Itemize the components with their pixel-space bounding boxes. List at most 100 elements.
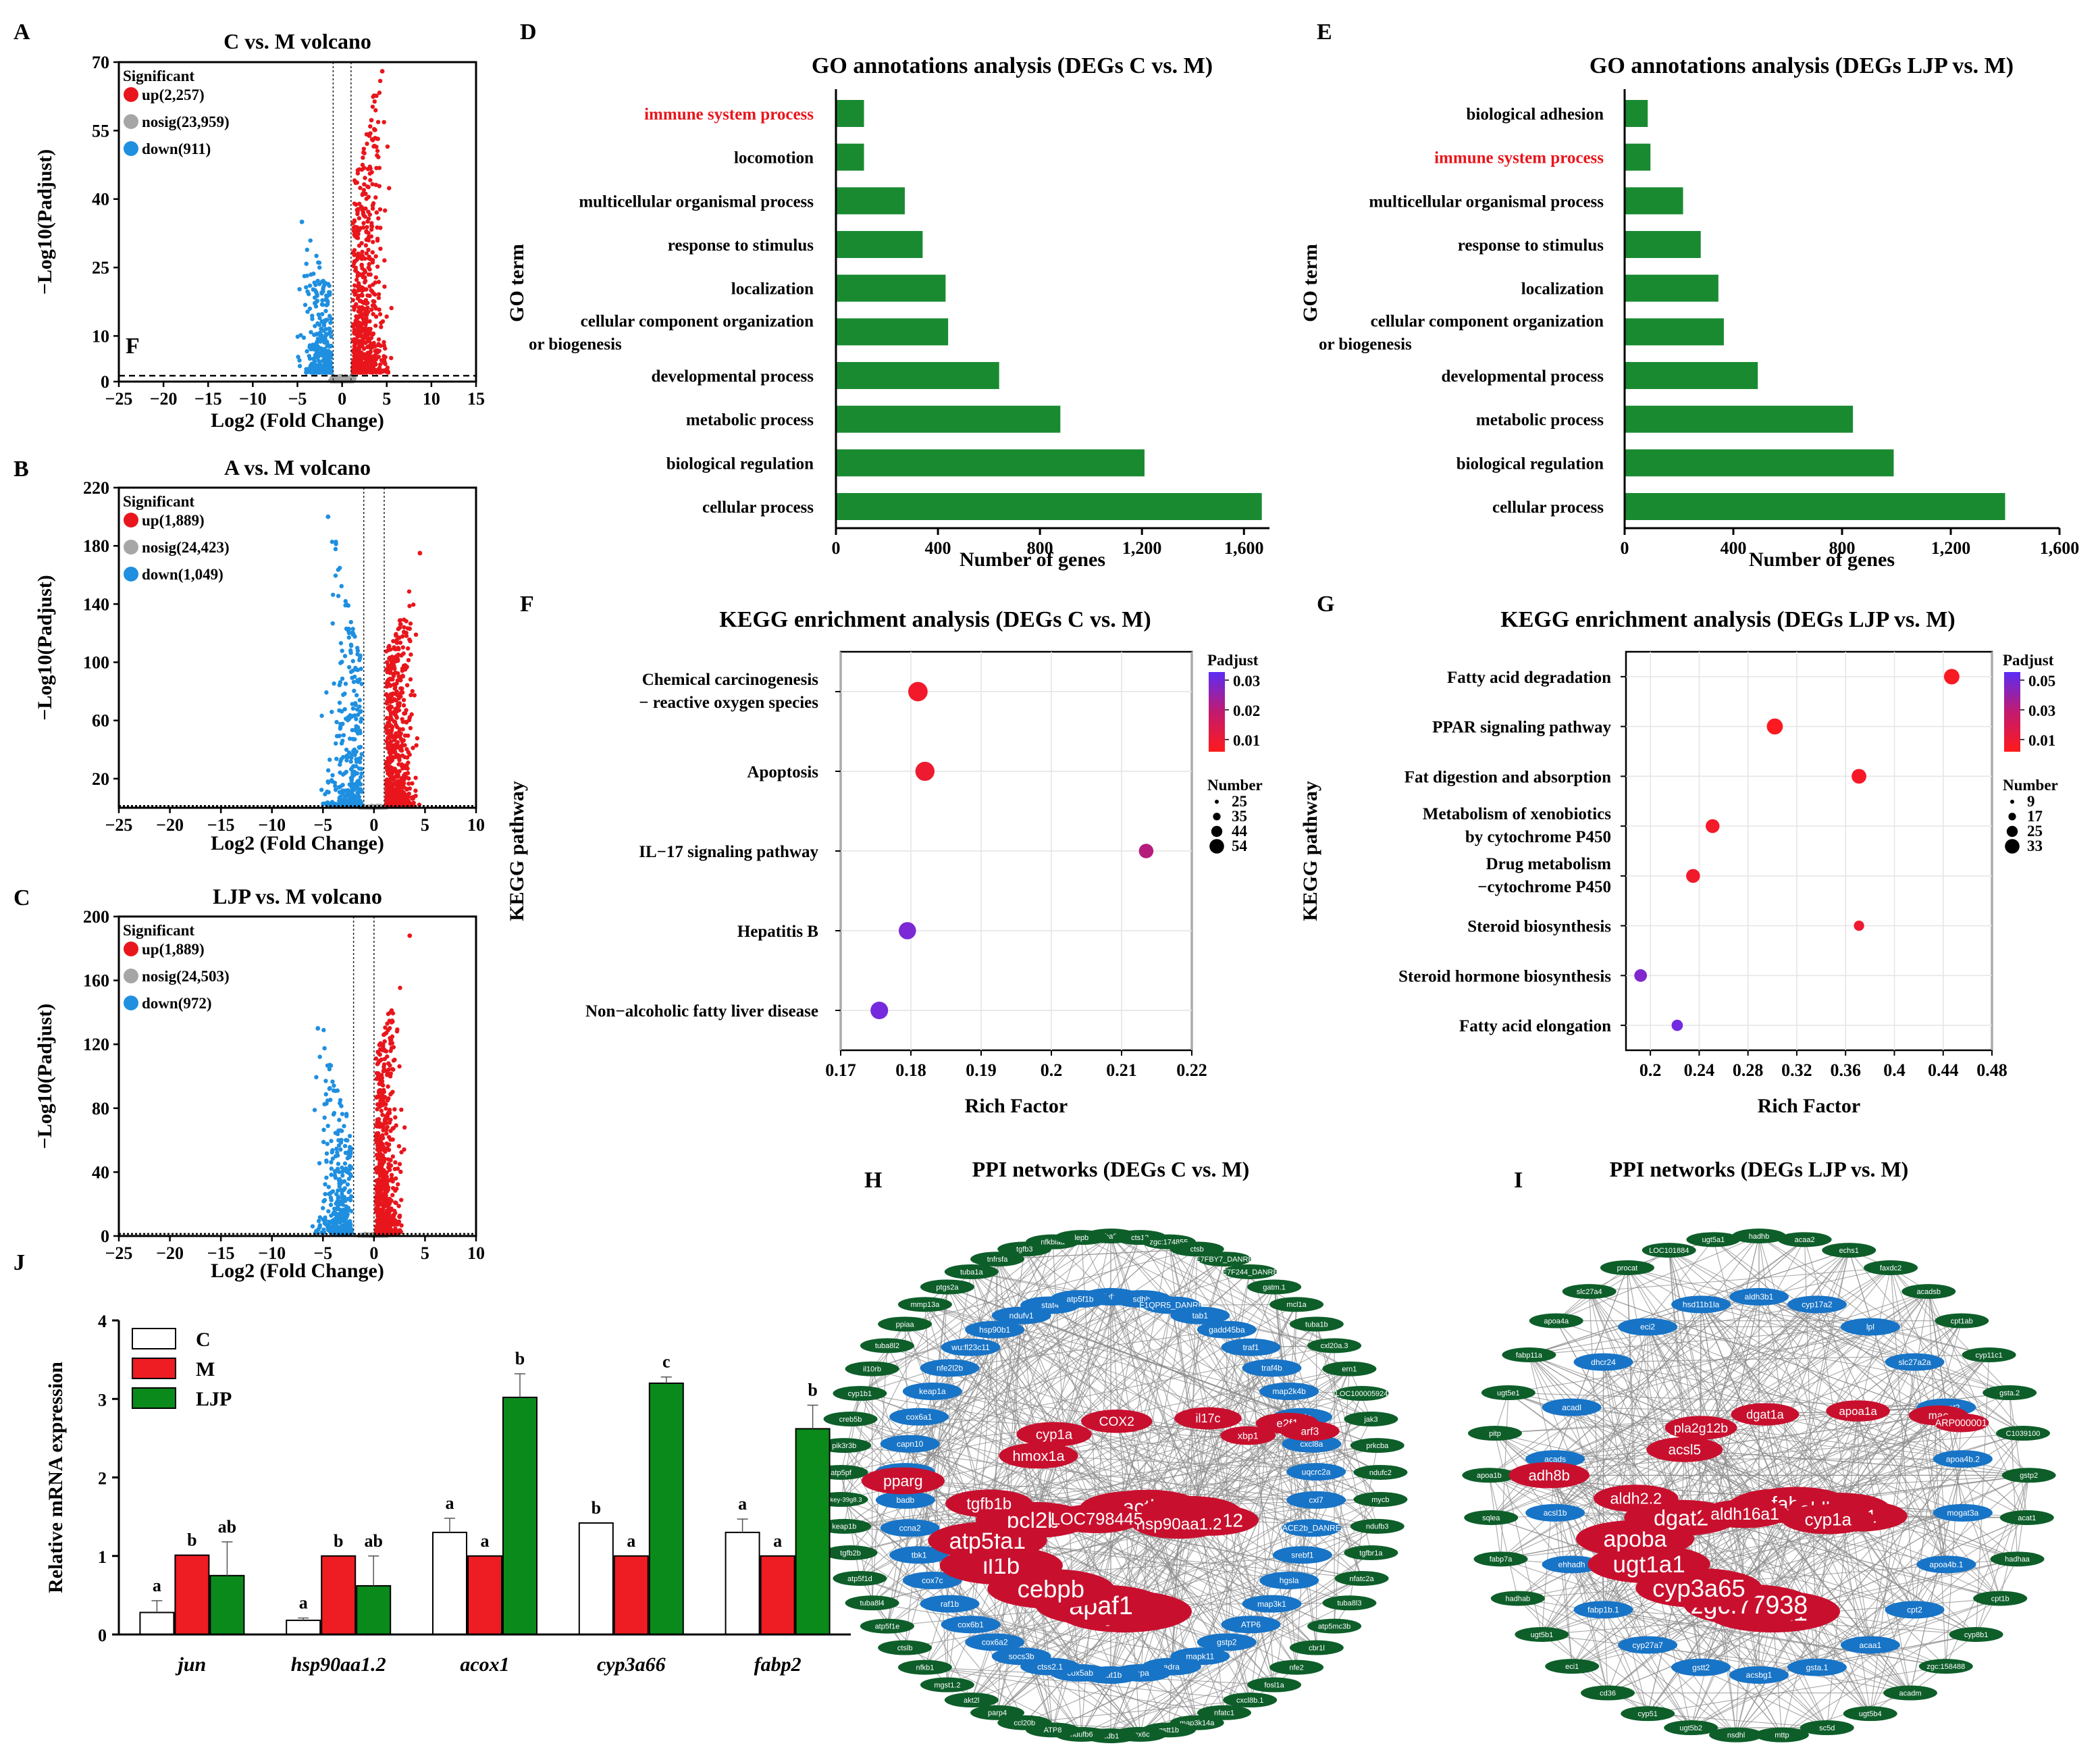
down-point (299, 220, 305, 224)
up-point (396, 733, 402, 739)
up-point (375, 136, 380, 141)
down-point (351, 679, 357, 684)
down-point (315, 344, 320, 349)
down-point (357, 766, 362, 771)
down-point (344, 754, 350, 758)
up-point (363, 329, 368, 334)
up-point (391, 671, 396, 677)
up-point (382, 357, 387, 361)
up-point (360, 249, 365, 255)
up-point (365, 141, 369, 147)
panel-label-g: G (1317, 592, 1334, 617)
down-point (354, 757, 359, 762)
up-point (351, 350, 356, 355)
up-point (375, 149, 380, 153)
up-point (411, 746, 415, 750)
x-tick-label: 15 (467, 389, 485, 409)
down-point (358, 800, 363, 804)
up-point (357, 359, 363, 365)
up-point (377, 165, 382, 170)
up-point (386, 369, 390, 374)
up-point (404, 793, 409, 798)
up-point (396, 752, 400, 758)
up-point (382, 258, 387, 263)
down-point (354, 693, 359, 698)
up-point (404, 747, 409, 752)
up-point (397, 701, 402, 706)
down-point (327, 313, 332, 319)
down-point (338, 770, 342, 775)
up-point (352, 178, 357, 183)
up-point (383, 361, 388, 367)
down-point (318, 363, 323, 367)
up-point (390, 787, 396, 792)
down-point (301, 335, 307, 340)
up-point (406, 589, 412, 594)
up-point (398, 621, 403, 627)
down-point (305, 309, 310, 314)
up-point (361, 155, 365, 160)
up-point (361, 188, 367, 192)
up-point (356, 309, 361, 314)
y-tick-label: 220 (83, 478, 109, 498)
down-point (309, 272, 313, 277)
down-point (350, 706, 356, 711)
down-point (359, 788, 364, 794)
up-point (366, 184, 371, 190)
up-point (357, 293, 361, 299)
up-point (366, 209, 371, 214)
up-point (357, 215, 362, 221)
up-point (377, 312, 383, 317)
down-point (329, 353, 334, 358)
up-point (400, 766, 405, 771)
down-point (314, 332, 319, 337)
down-point (334, 756, 339, 761)
up-point (363, 214, 368, 219)
up-point (395, 740, 400, 745)
up-point (351, 228, 357, 234)
up-point (404, 619, 409, 623)
up-point (400, 753, 405, 758)
down-point (296, 355, 300, 359)
up-point (398, 677, 403, 683)
up-point (365, 293, 370, 298)
up-point (356, 251, 361, 256)
up-point (397, 756, 402, 762)
up-point (389, 305, 394, 311)
up-point (394, 725, 400, 729)
legend-nosig-marker (124, 540, 138, 555)
down-point (348, 644, 354, 648)
up-point (384, 692, 389, 697)
down-point (330, 800, 334, 805)
up-point (402, 625, 406, 629)
down-point (333, 546, 338, 552)
down-point (342, 654, 348, 659)
down-point (309, 330, 313, 335)
up-point (361, 346, 367, 351)
x-tick-label: 5 (382, 389, 391, 409)
down-point (346, 626, 351, 632)
up-point (388, 781, 393, 786)
down-point (305, 247, 309, 253)
down-point (322, 282, 327, 288)
y-tick-label: 100 (83, 653, 109, 673)
up-point (361, 147, 367, 151)
up-point (392, 686, 398, 691)
up-point (414, 743, 419, 748)
up-point (392, 666, 397, 671)
down-point (332, 681, 336, 686)
up-point (389, 773, 394, 777)
down-point (302, 274, 307, 279)
down-point (355, 792, 361, 797)
up-point (400, 634, 405, 639)
down-point (359, 708, 363, 714)
x-tick-label: −10 (239, 389, 267, 409)
down-point (359, 716, 364, 721)
down-point (334, 540, 338, 544)
down-point (340, 738, 345, 743)
down-point (342, 706, 347, 712)
up-point (350, 298, 356, 303)
up-point (385, 144, 390, 149)
down-point (349, 778, 354, 783)
up-point (371, 311, 375, 317)
